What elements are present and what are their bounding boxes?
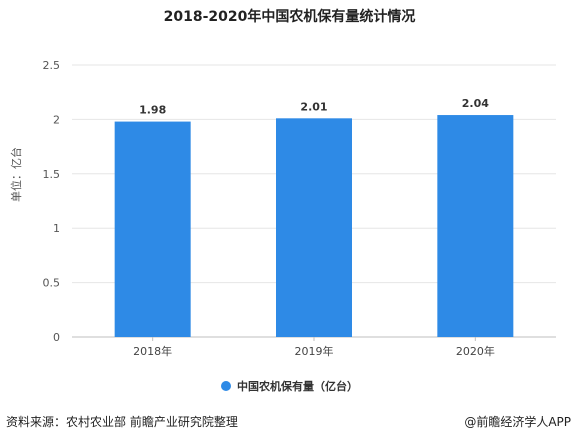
y-tick-label: 1	[53, 222, 60, 235]
source-note: 资料来源：农村农业部 前瞻产业研究院整理	[6, 415, 238, 429]
legend-marker	[221, 381, 231, 391]
y-axis-label: 单位：亿台	[10, 147, 23, 202]
y-tick-label: 2.5	[43, 59, 61, 72]
x-tick-label: 2020年	[456, 344, 495, 358]
bar	[437, 115, 514, 337]
data-label: 1.98	[139, 104, 166, 117]
legend: 中国农机保有量（亿台）	[0, 378, 579, 394]
legend-label: 中国农机保有量（亿台）	[237, 380, 358, 393]
y-tick-label: 0	[53, 331, 60, 344]
x-tick-label: 2018年	[133, 344, 172, 358]
data-label: 2.04	[462, 97, 489, 110]
chart-title: 2018-2020年中国农机保有量统计情况	[163, 9, 416, 25]
bar	[276, 118, 352, 337]
y-tick-label: 2	[53, 113, 60, 126]
x-tick-label: 2019年	[295, 344, 334, 358]
y-tick-label: 0.5	[43, 277, 61, 290]
bar	[114, 121, 191, 338]
data-label: 2.01	[300, 100, 327, 113]
y-tick-label: 1.5	[43, 168, 61, 181]
credit-note: @前瞻经济学人APP	[464, 415, 571, 429]
